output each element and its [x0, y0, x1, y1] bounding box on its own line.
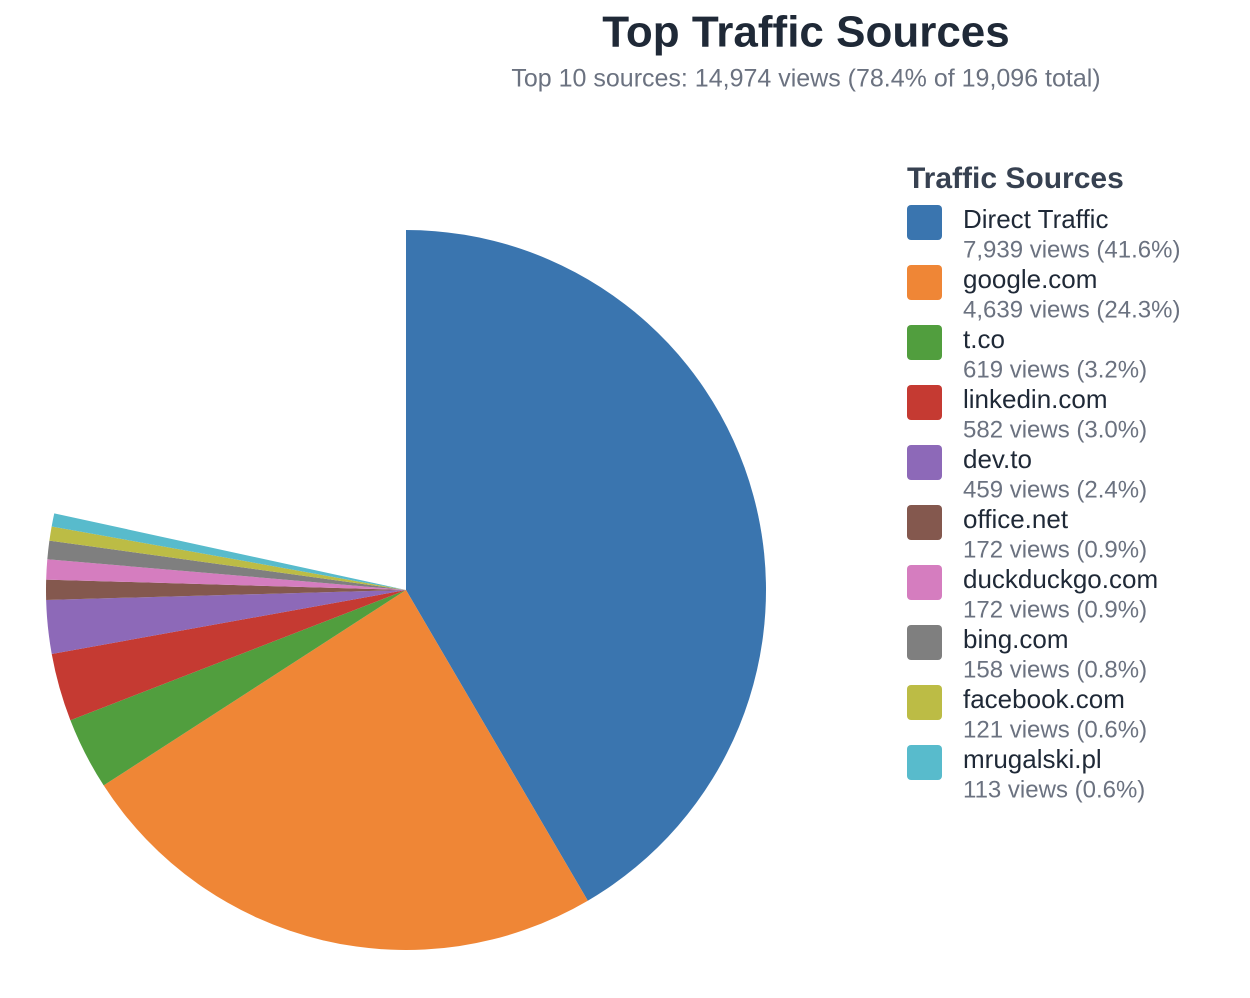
legend-value: 158 views (0.8%) — [963, 656, 1147, 683]
pie-slice — [103, 590, 588, 951]
pie-slice — [45, 579, 407, 600]
legend-label: facebook.com — [963, 684, 1125, 714]
pie-slice — [51, 590, 406, 721]
legend-swatch — [907, 265, 942, 300]
legend-value: 172 views (0.9%) — [963, 596, 1147, 623]
legend-swatch — [907, 685, 942, 720]
legend-label: Direct Traffic — [963, 204, 1108, 234]
pie-slice — [47, 540, 406, 590]
legend-value: 113 views (0.6%) — [963, 776, 1145, 803]
pie-slice — [70, 590, 406, 786]
chart-title: Top Traffic Sources — [602, 8, 1010, 57]
legend-label: t.co — [963, 324, 1005, 354]
legend-swatch — [907, 625, 942, 660]
legend-label: mrugalski.pl — [963, 744, 1102, 774]
legend-label: dev.to — [963, 444, 1032, 474]
legend-title: Traffic Sources — [907, 162, 1124, 195]
legend-value: 172 views (0.9%) — [963, 536, 1147, 563]
pie-slice — [51, 513, 406, 590]
pie-slice — [46, 559, 406, 590]
pie-slice — [46, 590, 407, 654]
legend-value: 459 views (2.4%) — [963, 476, 1147, 503]
legend-value: 7,939 views (41.6%) — [963, 236, 1180, 263]
legend-swatch — [907, 205, 942, 240]
legend-swatch — [907, 505, 942, 540]
legend-swatch — [907, 745, 942, 780]
legend-value: 4,639 views (24.3%) — [963, 296, 1180, 323]
legend-swatch — [907, 325, 942, 360]
legend-label: google.com — [963, 264, 1097, 294]
pie-slice — [406, 230, 767, 901]
pie-slice — [49, 526, 406, 590]
legend-label: duckduckgo.com — [963, 564, 1158, 594]
legend-value: 121 views (0.6%) — [963, 716, 1147, 743]
chart-subtitle: Top 10 sources: 14,974 views (78.4% of 1… — [511, 65, 1100, 93]
legend-label: bing.com — [963, 624, 1069, 654]
legend-swatch — [907, 385, 942, 420]
legend-value: 619 views (3.2%) — [963, 356, 1147, 383]
legend-label: office.net — [963, 504, 1069, 534]
legend-swatch — [907, 565, 942, 600]
legend-swatch — [907, 445, 942, 480]
legend-value: 582 views (3.0%) — [963, 416, 1147, 443]
legend-label: linkedin.com — [963, 384, 1108, 414]
